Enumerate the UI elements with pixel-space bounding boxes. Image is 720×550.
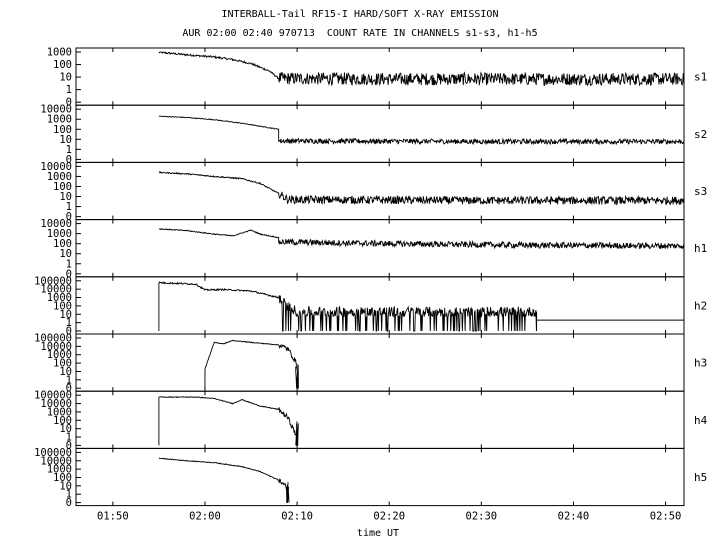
ytick-label-s2-10: 10 <box>59 134 72 146</box>
ytick-label-s3-1: 1 <box>66 201 72 213</box>
series-line-h1 <box>158 228 685 250</box>
ytick-label-h4-100000: 100000 <box>34 390 72 402</box>
panel-frame-s1 <box>75 47 685 106</box>
ytick-label-s1-0: 0 <box>66 97 72 109</box>
chart-title: INTERBALL-Tail RF15-I HARD/SOFT X-RAY EM… <box>221 9 499 20</box>
ytick-label-h3-100: 100 <box>53 358 72 370</box>
ytick-label-h3-1: 1 <box>66 374 72 386</box>
ytick-label-h3-1000: 1000 <box>47 349 72 361</box>
xtick-label-02:30: 02:30 <box>466 511 498 523</box>
panel-frame-h2 <box>75 276 685 335</box>
ytick-label-s1-1000: 1000 <box>47 47 72 59</box>
ytick-label-s3-0: 0 <box>66 211 72 223</box>
series-label-s2: s2 <box>694 128 707 141</box>
ytick-label-h1-1000: 1000 <box>47 228 72 240</box>
ytick-label-h1-10000: 10000 <box>40 218 72 230</box>
xtick-label-02:20: 02:20 <box>373 511 405 523</box>
ytick-label-h3-100000: 100000 <box>34 333 72 345</box>
xtick-label-02:50: 02:50 <box>650 511 682 523</box>
ytick-label-s1-10: 10 <box>59 72 72 84</box>
series-label-h1: h1 <box>694 242 707 255</box>
ytick-label-h5-1000: 1000 <box>47 464 72 476</box>
ytick-label-s3-10000: 10000 <box>40 161 72 173</box>
ytick-label-h4-100: 100 <box>53 415 72 427</box>
series-line-s1 <box>158 51 685 87</box>
series-label-h5: h5 <box>694 471 707 484</box>
chart-subtitle: AUR 02:00 02:40 970713 COUNT RATE IN CHA… <box>182 28 538 39</box>
ytick-label-s2-0: 0 <box>66 154 72 166</box>
ytick-label-h2-1000: 1000 <box>47 292 72 304</box>
xtick-label-02:10: 02:10 <box>281 511 313 523</box>
series-line-s2 <box>158 115 685 146</box>
xtick-label-02:00: 02:00 <box>189 511 221 523</box>
ytick-label-h2-10000: 10000 <box>40 284 72 296</box>
xtick-label-01:50: 01:50 <box>97 511 129 523</box>
ytick-label-h5-10: 10 <box>59 480 72 492</box>
ytick-label-s2-100: 100 <box>53 124 72 136</box>
panel-frame-s2 <box>75 104 685 163</box>
ytick-label-h4-1: 1 <box>66 432 72 444</box>
ytick-label-s2-1: 1 <box>66 144 72 156</box>
ytick-label-s1-1: 1 <box>66 84 72 96</box>
ytick-label-h5-1: 1 <box>66 489 72 501</box>
ytick-label-s3-1000: 1000 <box>47 171 72 183</box>
ytick-label-h2-100: 100 <box>53 300 72 312</box>
ytick-label-h4-1000: 1000 <box>47 406 72 418</box>
ytick-label-h2-10: 10 <box>59 309 72 321</box>
ytick-label-h5-0: 0 <box>66 497 72 509</box>
ytick-label-h4-0: 0 <box>66 440 72 452</box>
series-line-s3 <box>158 171 685 206</box>
panel-frame-h4 <box>75 390 685 449</box>
x-axis-label: time UT <box>356 528 400 539</box>
series-label-h2: h2 <box>694 299 707 312</box>
ytick-label-s2-10000: 10000 <box>40 104 72 116</box>
series-label-h3: h3 <box>694 357 707 370</box>
ytick-label-h1-0: 0 <box>66 268 72 280</box>
ytick-label-h1-10: 10 <box>59 248 72 260</box>
series-line-h5 <box>158 457 290 504</box>
ytick-label-h5-100000: 100000 <box>34 447 72 459</box>
ytick-label-s2-1000: 1000 <box>47 114 72 126</box>
ytick-label-s1-100: 100 <box>53 59 72 71</box>
series-line-h3 <box>204 339 300 389</box>
ytick-label-h4-10: 10 <box>59 423 72 435</box>
ytick-label-s3-100: 100 <box>53 181 72 193</box>
panel-frame-h1 <box>75 219 685 278</box>
ytick-label-h3-0: 0 <box>66 383 72 395</box>
ytick-label-s3-10: 10 <box>59 191 72 203</box>
series-label-s3: s3 <box>694 185 707 198</box>
ytick-label-h2-0: 0 <box>66 326 72 338</box>
ytick-label-h3-10: 10 <box>59 366 72 378</box>
panel-frame-h3 <box>75 333 685 392</box>
series-line-h4 <box>158 396 299 446</box>
series-label-h4: h4 <box>694 414 708 427</box>
panel-frame-h5 <box>75 447 685 507</box>
series-label-s1: s1 <box>694 71 707 84</box>
xtick-label-02:40: 02:40 <box>558 511 590 523</box>
ytick-label-h2-100000: 100000 <box>34 275 72 287</box>
ytick-label-h5-10000: 10000 <box>40 455 72 467</box>
ytick-label-h2-1: 1 <box>66 317 72 329</box>
ytick-label-h3-10000: 10000 <box>40 341 72 353</box>
ytick-label-h1-1: 1 <box>66 258 72 270</box>
ytick-label-h4-10000: 10000 <box>40 398 72 410</box>
panel-frame-s3 <box>75 161 685 221</box>
ytick-label-h5-100: 100 <box>53 472 72 484</box>
ytick-label-h1-100: 100 <box>53 238 72 250</box>
series-line-h2 <box>158 281 538 332</box>
